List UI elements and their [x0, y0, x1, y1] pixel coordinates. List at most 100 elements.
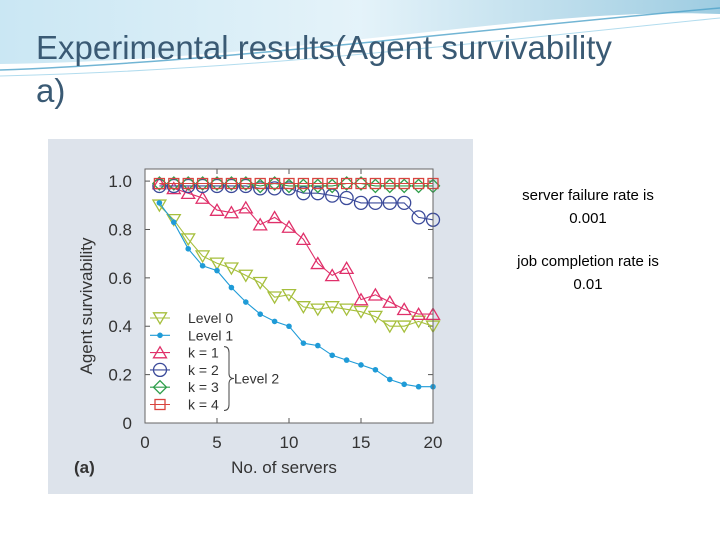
data-point: [295, 301, 312, 315]
data-point: [199, 262, 206, 269]
legend-label: k = 2: [188, 362, 219, 378]
failure-rate-note-line-1: server failure rate is: [522, 187, 654, 204]
data-point: [353, 292, 369, 306]
data-point: [238, 178, 253, 194]
data-point: [368, 195, 383, 211]
data-point: [151, 176, 167, 191]
data-point: [185, 246, 191, 252]
data-point: [358, 362, 364, 368]
series-3: [152, 178, 441, 227]
panel-label: (a): [74, 458, 95, 477]
data-point: [180, 233, 196, 247]
data-point: [196, 177, 209, 190]
legend-label: Level 1: [188, 327, 233, 343]
series-1: [156, 200, 436, 390]
plot-border: [144, 168, 434, 424]
survivability-chart: 0 0.2 0.4 0.6 0.8 1.0 0 5 10 15 20 No. of servers Ag…: [48, 139, 473, 494]
data-point: [372, 366, 379, 373]
data-point: [195, 178, 210, 194]
series-line: [159, 185, 434, 221]
data-point: [387, 376, 393, 383]
data-point: [300, 340, 307, 346]
series-5: [153, 177, 439, 190]
data-point: [396, 302, 412, 316]
x-tick-label: 15: [352, 433, 371, 452]
legend-label: k = 3: [188, 379, 219, 395]
data-point: [324, 301, 340, 315]
data-point: [166, 176, 182, 191]
data-point: [410, 307, 427, 320]
legend-marker: [152, 312, 168, 326]
data-point: [415, 383, 422, 390]
data-point: [194, 190, 211, 204]
data-point: [382, 294, 398, 308]
data-point: [153, 177, 166, 190]
data-point: [252, 217, 268, 231]
title-banner-decoration: [0, 0, 720, 77]
legend-marker: [152, 345, 168, 359]
data-point: [152, 178, 167, 194]
data-point: [398, 177, 410, 190]
data-point: [353, 176, 369, 191]
data-point: [296, 186, 311, 201]
data-point: [209, 202, 225, 216]
plot-area: [145, 169, 433, 423]
data-point: [168, 177, 180, 190]
x-tick-label: 20: [424, 433, 443, 452]
data-point: [310, 303, 326, 317]
data-point: [240, 177, 252, 190]
data-point: [195, 176, 211, 191]
slide-title-line-1: Experimental results(Agent survivability: [36, 29, 612, 66]
level-2-annotation: Level 2: [234, 371, 279, 387]
data-point: [209, 178, 225, 194]
data-point: [225, 177, 238, 190]
data-point: [283, 177, 295, 190]
y-tick-label: 1.0: [108, 172, 132, 191]
data-point: [297, 177, 310, 190]
data-point: [353, 305, 369, 319]
data-point: [367, 287, 384, 301]
legend-marker: [152, 362, 168, 378]
slide-title: Experimental results(Agent survivability…: [36, 26, 706, 112]
data-point: [326, 177, 338, 190]
data-point: [310, 256, 326, 270]
data-point: [267, 181, 282, 196]
failure-rate-note: server failure rate is 0.001: [488, 184, 688, 230]
legend-marker: [154, 398, 166, 411]
legend-marker: [157, 332, 163, 339]
data-point: [156, 200, 163, 206]
data-point: [194, 250, 211, 264]
data-point: [223, 176, 239, 191]
data-point: [382, 320, 398, 334]
data-point: [281, 219, 297, 233]
data-point: [238, 176, 254, 191]
data-point: [338, 261, 355, 275]
data-point: [254, 177, 266, 190]
data-point: [180, 176, 196, 191]
legend-marker: [152, 379, 168, 395]
data-point: [396, 320, 412, 334]
data-point: [166, 178, 181, 194]
data-point: [224, 178, 239, 194]
data-point: [338, 303, 355, 317]
data-point: [268, 177, 281, 190]
data-point: [243, 299, 249, 305]
data-point: [401, 381, 408, 388]
data-point: [281, 288, 297, 302]
slide-title-line-2: a): [36, 72, 66, 109]
data-point: [257, 311, 263, 317]
data-point: [228, 284, 235, 291]
legend-label: Level 0: [188, 310, 233, 326]
y-tick-label: 0: [123, 414, 132, 433]
data-point: [295, 232, 312, 246]
data-point: [353, 195, 369, 211]
data-point: [397, 195, 412, 211]
data-point: [166, 213, 182, 227]
data-point: [410, 315, 427, 329]
data-point: [271, 318, 278, 325]
data-point: [339, 176, 355, 191]
data-point: [214, 267, 220, 274]
x-tick-label: 10: [280, 433, 299, 452]
data-point: [343, 357, 350, 363]
